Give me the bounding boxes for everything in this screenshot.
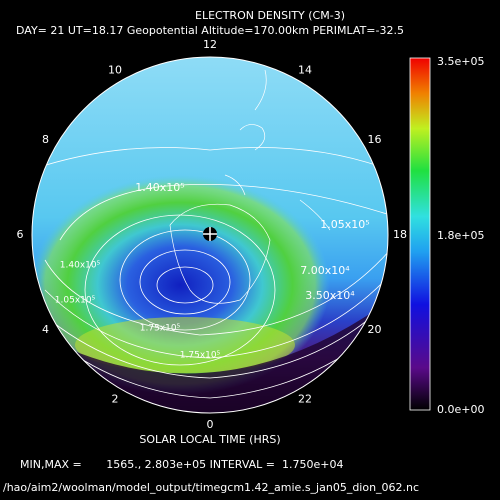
density-map [32,57,388,413]
colorbar-labels: 3.5e+05 1.8e+05 0.0e+00 [437,55,484,416]
coastlines [169,69,331,304]
contour-line [44,274,388,359]
clock-label: 8 [42,133,49,146]
contour-line [49,299,388,379]
night-region [32,300,388,413]
colorbar [409,57,431,411]
coastline [239,69,267,151]
axis-label: SOLAR LOCAL TIME (HRS) [139,433,280,446]
contour-line [59,183,388,241]
contour-line [156,266,214,304]
contour-label: 3.50x10⁴ [305,289,355,302]
colorbar-label: 3.5e+05 [437,55,484,68]
coastline [169,203,271,304]
clock-label: 20 [368,323,382,336]
contour-line [119,229,251,331]
clock-label: 0 [207,418,214,431]
contour-label: 1.40x10⁵ [135,181,184,194]
coastline [224,174,331,231]
clock-label: 6 [17,228,24,241]
clock-label: 10 [108,63,122,76]
stats: MIN,MAX = 1565., 2.803e+05 INTERVAL = 1.… [20,458,344,471]
clock-label: 4 [42,323,49,336]
contour-line [44,249,388,336]
contour-labels: 1.40x10⁵ 1.05x10⁵ 7.00x10⁴ 3.50x10⁴ 1.40x10⁵… [55,181,370,361]
contour-label: 1.75x10⁵ [180,351,221,361]
contour-label: 1.05x10⁵ [320,218,369,231]
contour-line [139,249,231,315]
clock-label: 22 [298,393,312,406]
colorbar-label: 1.8e+05 [437,229,484,242]
map-boundary [31,56,389,414]
clock-label: 2 [112,393,119,406]
clock-labels: 12 14 16 18 20 22 0 2 4 6 8 10 [17,38,408,431]
title: ELECTRON DENSITY (CM-3) [195,9,345,22]
clock-label: 16 [368,133,382,146]
file-path: /hao/aim2/woolman/model_output/timegcm1.… [3,481,419,494]
subtitle: DAY= 21 UT=18.17 Geopotential Altitude=1… [16,24,404,37]
clock-label: 18 [393,228,407,241]
clock-label: 14 [298,63,312,76]
contour-line [32,147,388,171]
contour-label: 1.40x10⁵ [60,261,101,271]
pole-marker [203,227,217,241]
clock-label: 12 [203,38,217,51]
contour-label: 1.05x10⁵ [55,296,96,306]
contour-label: 1.75x10⁵ [140,324,181,334]
colorbar-label: 0.0e+00 [437,403,484,416]
contour-label: 7.00x10⁴ [300,264,350,277]
